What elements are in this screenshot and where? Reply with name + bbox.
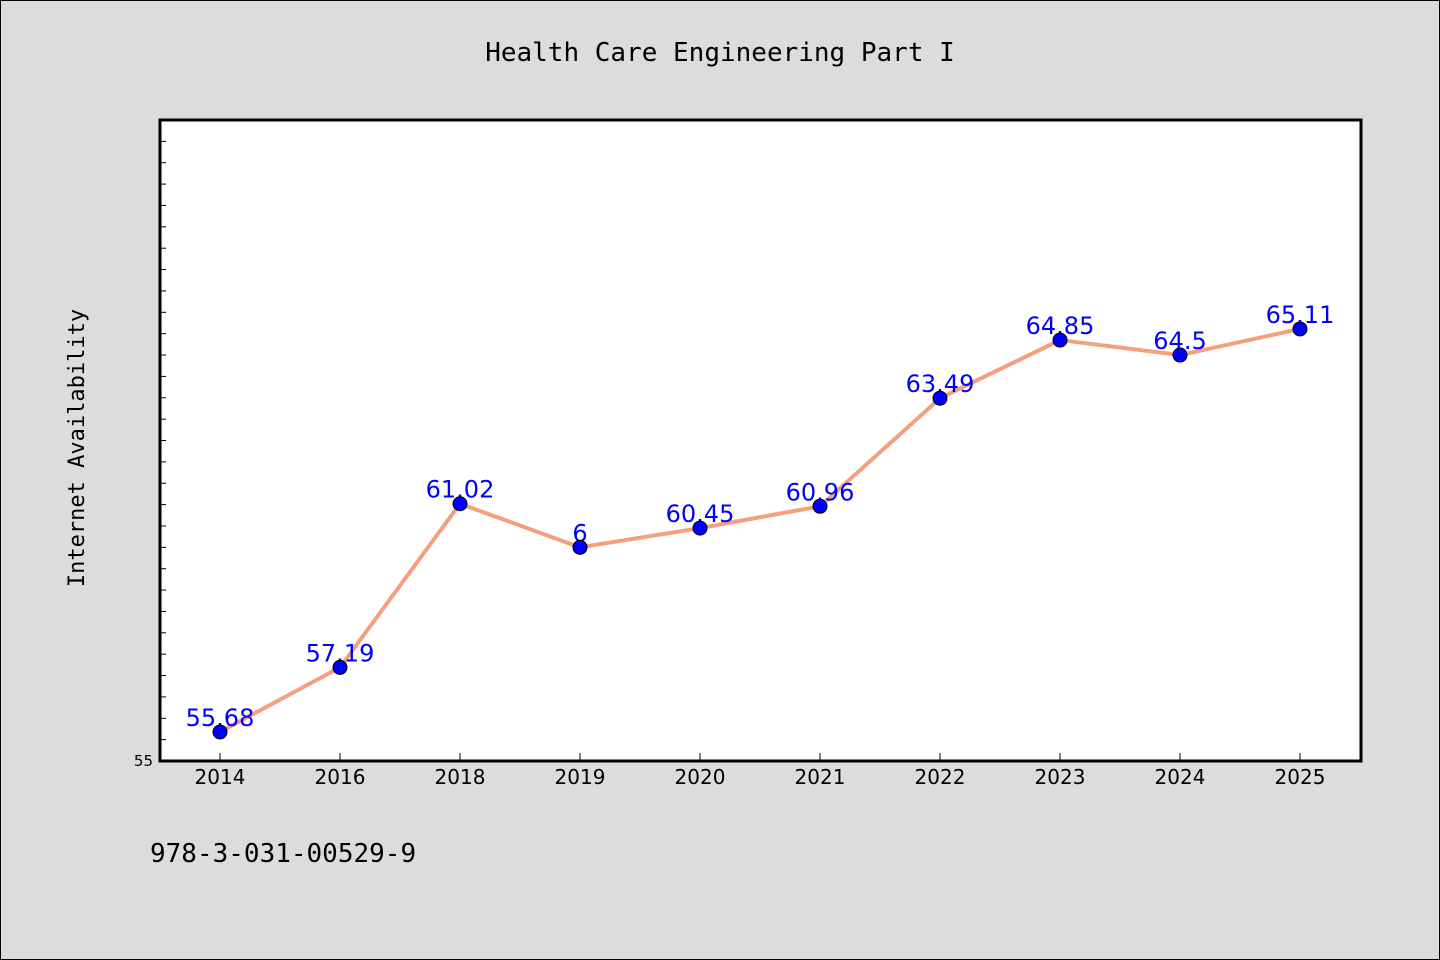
- data-point: [212, 724, 228, 740]
- x-tick-label: 2022: [915, 765, 966, 789]
- y-axis-label: Internet Availability: [65, 309, 90, 587]
- plot-area: [158, 118, 1363, 763]
- data-point: [932, 390, 948, 406]
- x-axis-ticks: 2014 2016 2018 2019 2020 2021 2022 2023 2024 2025: [195, 753, 1326, 789]
- x-tick-label: 2018: [435, 765, 486, 789]
- x-tick-label: 2016: [315, 765, 366, 789]
- data-point: [572, 539, 588, 555]
- data-point: [452, 496, 468, 512]
- data-markers: [212, 321, 1308, 740]
- y-tick-label: 55: [134, 752, 153, 770]
- data-point: [1292, 321, 1308, 337]
- data-point: [692, 520, 708, 536]
- y-axis-ticks: 55: [134, 140, 166, 770]
- data-point: [1172, 347, 1188, 363]
- x-tick-label: 2023: [1035, 765, 1086, 789]
- x-tick-label: 2019: [555, 765, 606, 789]
- data-label: 6: [572, 519, 587, 547]
- x-tick-label: 2021: [795, 765, 846, 789]
- data-labels: 55.6857.1961.02660.4560.9663.4964.8564.5…: [186, 301, 1335, 732]
- data-point: [332, 659, 348, 675]
- footer-isbn: 978-3-031-00529-9: [150, 839, 416, 869]
- data-point: [1052, 332, 1068, 348]
- chart-title: Health Care Engineering Part I: [485, 38, 955, 68]
- x-tick-label: 2024: [1155, 765, 1206, 789]
- x-tick-label: 2020: [675, 765, 726, 789]
- data-point: [812, 498, 828, 514]
- x-tick-label: 2014: [195, 765, 246, 789]
- x-tick-label: 2025: [1275, 765, 1326, 789]
- series-line: [219, 327, 1301, 734]
